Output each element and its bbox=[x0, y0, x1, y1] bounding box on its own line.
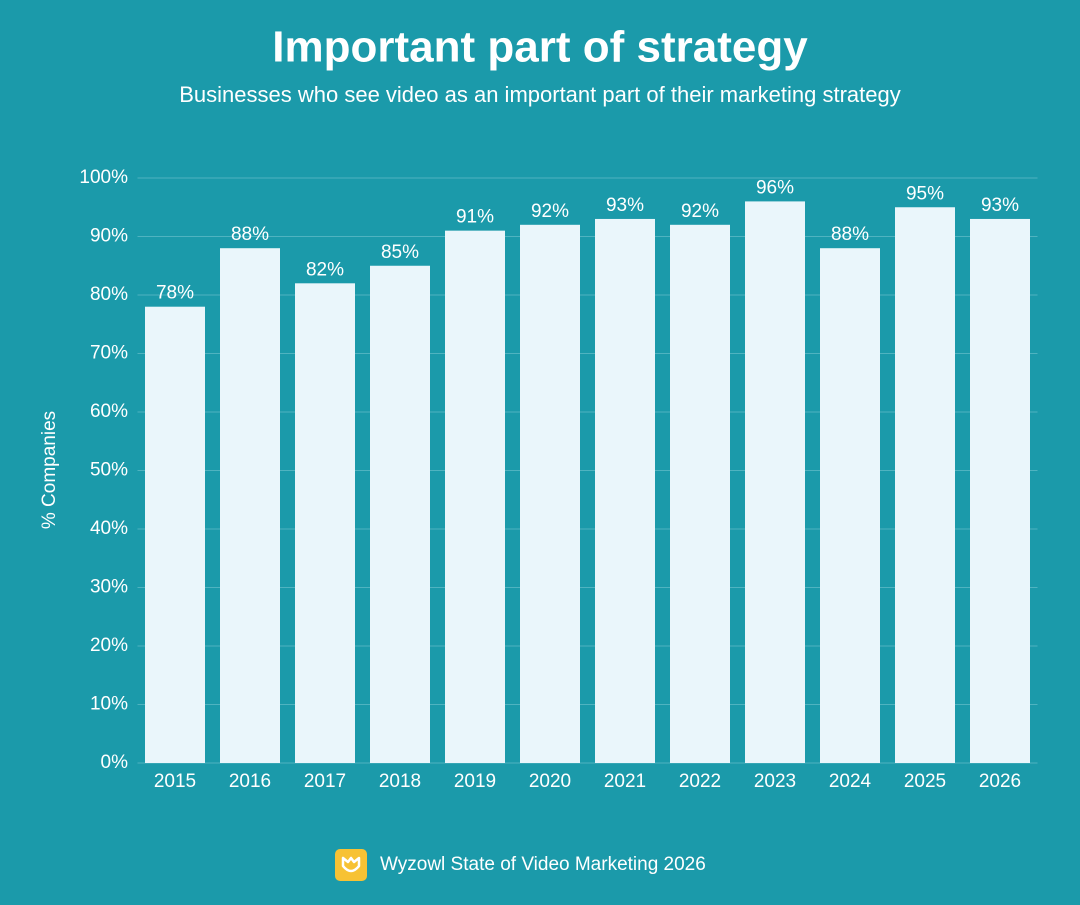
y-tick-label: 80% bbox=[90, 284, 128, 305]
value-label: 93% bbox=[606, 195, 644, 216]
bar bbox=[370, 265, 430, 763]
logo-box bbox=[335, 849, 367, 881]
x-tick-label: 2021 bbox=[604, 771, 646, 792]
bar bbox=[520, 224, 580, 764]
y-tick-label: 10% bbox=[90, 694, 128, 715]
y-axis-label: % Companies bbox=[39, 411, 60, 529]
y-tick-label: 90% bbox=[90, 226, 128, 247]
bar bbox=[220, 248, 280, 763]
bar bbox=[670, 224, 730, 764]
value-label: 91% bbox=[456, 207, 494, 228]
value-label: 88% bbox=[231, 224, 269, 245]
bar bbox=[745, 201, 805, 763]
value-label: 78% bbox=[156, 283, 194, 304]
source-logo bbox=[335, 849, 367, 881]
bar bbox=[895, 207, 955, 763]
x-tick-label: 2023 bbox=[754, 771, 796, 792]
chart-subtitle: Businesses who see video as an important… bbox=[179, 82, 900, 107]
y-tick-label: 0% bbox=[101, 752, 129, 773]
x-tick-label: 2019 bbox=[454, 771, 496, 792]
x-tick-label: 2016 bbox=[229, 771, 271, 792]
bar bbox=[295, 283, 355, 763]
x-tick-label: 2020 bbox=[529, 771, 571, 792]
logo-mark bbox=[341, 856, 361, 873]
bar bbox=[145, 306, 205, 763]
x-tick-label: 2024 bbox=[829, 771, 872, 792]
y-tick-label: 60% bbox=[90, 401, 128, 422]
bar bbox=[970, 218, 1030, 763]
value-label: 92% bbox=[681, 201, 719, 222]
x-tick-label: 2018 bbox=[379, 771, 421, 792]
x-tick-label: 2015 bbox=[154, 771, 196, 792]
x-tick-label: 2017 bbox=[304, 771, 346, 792]
value-label: 96% bbox=[756, 177, 794, 198]
value-label: 85% bbox=[381, 242, 419, 263]
source: Wyzowl State of Video Marketing 2026 bbox=[380, 854, 706, 875]
y-tick-label: 20% bbox=[90, 635, 128, 656]
bar bbox=[595, 218, 655, 763]
y-tick-label: 40% bbox=[90, 518, 128, 539]
y-tick-label: 30% bbox=[90, 577, 128, 598]
y-tick-label: 100% bbox=[79, 167, 128, 188]
value-label: 88% bbox=[831, 224, 869, 245]
x-tick-label: 2026 bbox=[979, 771, 1021, 792]
x-tick-label: 2025 bbox=[904, 771, 946, 792]
y-tick-label: 50% bbox=[90, 460, 128, 481]
bar bbox=[445, 230, 505, 763]
value-label: 95% bbox=[906, 183, 944, 204]
bar bbox=[820, 248, 880, 763]
value-label: 82% bbox=[306, 259, 344, 280]
chart-title: Important part of strategy bbox=[272, 23, 808, 72]
value-label: 93% bbox=[981, 195, 1019, 216]
y-tick-label: 70% bbox=[90, 343, 128, 364]
value-label: 92% bbox=[531, 201, 569, 222]
x-tick-label: 2022 bbox=[679, 771, 721, 792]
